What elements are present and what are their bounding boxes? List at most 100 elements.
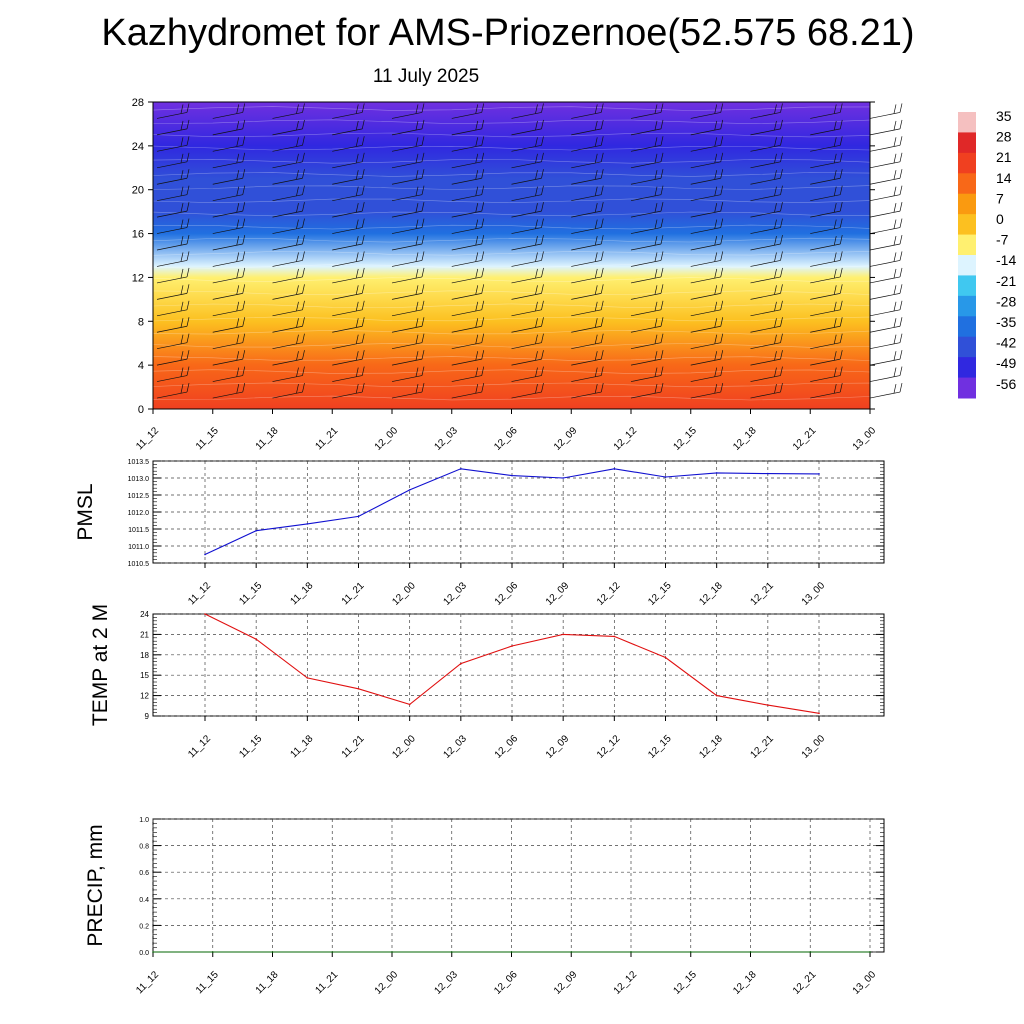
pmsl-y-tick-label: 1011.5 <box>128 527 149 534</box>
wind-barb <box>630 251 664 267</box>
wind-barb-staff <box>156 144 188 152</box>
wind-barb-staff <box>156 227 188 234</box>
wind-barb <box>869 234 903 251</box>
wind-barb-feather <box>780 284 783 294</box>
wind-barb <box>810 152 843 169</box>
wind-barb-feather <box>481 103 485 113</box>
wind-barb-staff <box>571 161 602 169</box>
wind-barb <box>690 317 724 333</box>
wind-barb-feather <box>421 185 425 195</box>
wind-barb-feather <box>421 169 425 179</box>
wind-barb <box>571 300 604 317</box>
wind-barb-feather <box>899 284 903 294</box>
page-title: Kazhydromet for AMS-Priozernoe(52.575 68… <box>101 12 915 54</box>
heatmap-x-tick-label: 11_12 <box>134 425 161 452</box>
wind-barb <box>690 382 724 399</box>
wind-barb <box>750 350 783 366</box>
wind-barb-feather <box>600 284 604 294</box>
wind-barb-feather <box>660 119 664 129</box>
wind-barb-staff <box>750 325 781 333</box>
temp-data-point <box>408 703 411 706</box>
wind-barb-feather <box>180 170 184 180</box>
wind-barb-staff <box>571 293 602 300</box>
wind-barb-feather <box>355 252 359 262</box>
wind-barb-staff <box>630 260 662 267</box>
wind-barb-staff <box>630 227 662 234</box>
wind-barb-feather <box>242 169 246 179</box>
wind-barb-feather <box>714 268 718 278</box>
wind-barb <box>630 185 664 202</box>
wind-barb <box>630 333 664 350</box>
wind-barb-feather <box>654 170 658 180</box>
colorbar-label: -56 <box>996 376 1016 392</box>
wind-barb-feather <box>839 267 843 277</box>
wind-barb <box>869 202 903 218</box>
wind-barb-feather <box>600 267 604 277</box>
colorbar-label: -42 <box>996 335 1016 351</box>
wind-barb-staff <box>869 128 901 136</box>
wind-barb-feather <box>600 218 604 228</box>
wind-barb <box>511 350 544 366</box>
wind-barb-staff <box>750 210 781 218</box>
wind-barb-feather <box>421 350 425 360</box>
wind-barb-staff <box>630 309 662 317</box>
wind-barb <box>690 333 724 350</box>
wind-barb-feather <box>780 300 783 310</box>
wind-barb-feather <box>415 170 419 180</box>
wind-barb <box>156 382 190 399</box>
wind-barb <box>810 103 843 119</box>
heatmap-y-tick-label: 4 <box>138 360 144 372</box>
wind-barb-feather <box>839 169 843 179</box>
wind-barb-feather <box>296 137 299 147</box>
wind-barb-feather <box>839 284 843 294</box>
wind-barb-feather <box>481 152 485 162</box>
wind-barb-feather <box>180 252 184 262</box>
wind-barb <box>571 284 604 300</box>
wind-barb-staff <box>156 309 188 317</box>
wind-barb <box>511 152 544 169</box>
wind-barb-staff <box>272 293 303 300</box>
temp-y-tick-label: 15 <box>140 671 149 680</box>
wind-barb-feather <box>594 186 598 196</box>
wind-barb <box>810 218 843 234</box>
wind-barb-staff <box>212 194 243 202</box>
wind-barb-staff <box>156 375 188 382</box>
wind-barb-feather <box>541 267 544 277</box>
wind-barb-feather <box>236 383 240 394</box>
pmsl-x-tick-label: 11_15 <box>237 580 264 607</box>
wind-barb-staff <box>810 260 841 267</box>
wind-barb-feather <box>415 137 419 147</box>
wind-barb-staff <box>630 358 662 366</box>
wind-barb <box>869 284 903 300</box>
wind-barb <box>571 366 604 382</box>
wind-barb <box>212 267 246 284</box>
precip-y-tick-label: 0.8 <box>139 844 149 851</box>
contour-line <box>152 198 871 204</box>
wind-barb <box>690 366 724 382</box>
wind-barb <box>391 103 425 119</box>
wind-barb-feather <box>475 235 479 246</box>
wind-barb-feather <box>541 317 544 327</box>
wind-barb-feather <box>242 251 246 261</box>
wind-barb <box>869 333 903 350</box>
wind-barb-feather <box>302 152 305 162</box>
wind-barb-staff <box>810 194 841 202</box>
wind-barb-feather <box>296 334 299 344</box>
wind-barb-feather <box>481 185 485 195</box>
wind-barb <box>212 251 246 267</box>
wind-barb-staff <box>156 260 188 267</box>
wind-barb-feather <box>361 103 365 113</box>
wind-barb <box>810 251 843 267</box>
wind-barb-feather <box>242 119 246 129</box>
wind-barb-feather <box>421 103 425 113</box>
wind-barb-feather <box>355 383 359 394</box>
wind-barb <box>212 333 246 350</box>
wind-barb-staff <box>332 194 363 202</box>
wind-barb-staff <box>451 375 482 382</box>
wind-barb <box>391 218 425 234</box>
wind-barb-feather <box>594 137 598 147</box>
wind-barb-staff <box>690 210 721 218</box>
temp-data-point <box>204 613 206 615</box>
wind-barb-feather <box>893 120 897 130</box>
wind-barb-feather <box>355 137 359 147</box>
